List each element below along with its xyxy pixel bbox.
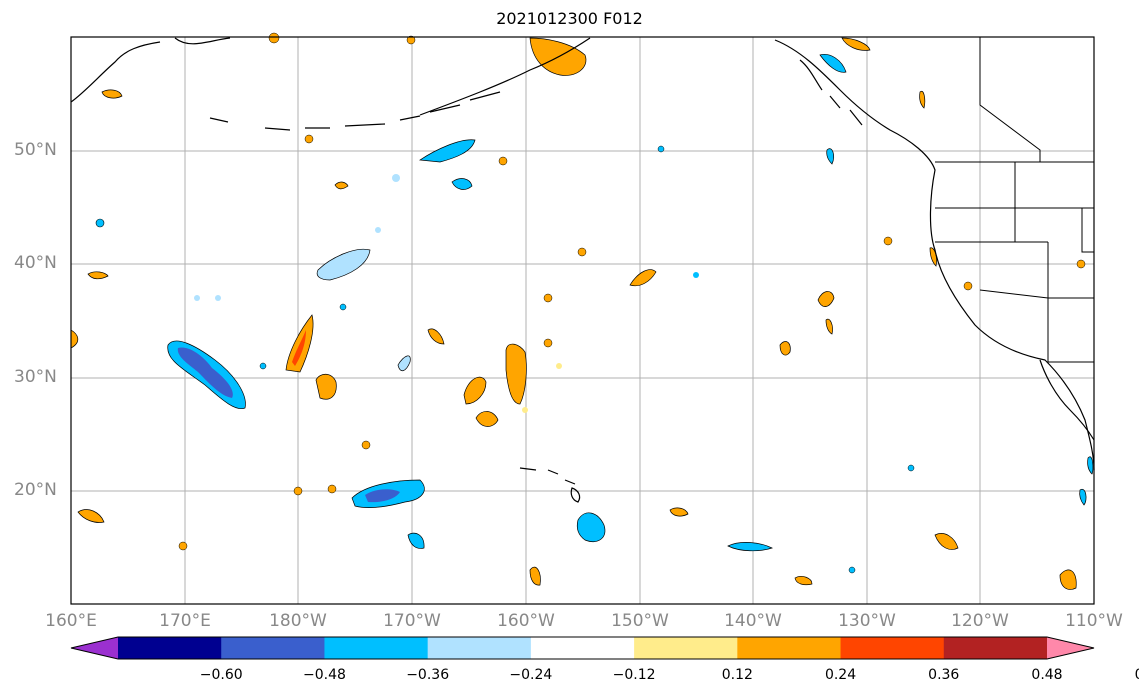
contour-pos <box>101 89 123 99</box>
contour-neg <box>407 532 425 549</box>
contour-pos <box>70 329 79 349</box>
colorbar-tick-label: 0.12 <box>721 667 753 683</box>
contour-neg <box>819 54 847 73</box>
contour-pos <box>669 507 689 517</box>
hawaii-islands <box>519 467 581 503</box>
contour-neg-core <box>365 489 400 503</box>
contour-neg <box>727 542 773 552</box>
lon-label: 130°W <box>838 611 896 631</box>
colorbar-extend-low <box>71 637 118 659</box>
contour-neg <box>418 139 476 163</box>
colorbar-extend-high <box>1047 637 1094 659</box>
aleutian-chain <box>209 91 501 131</box>
map-frame <box>70 36 1095 605</box>
contour-pos <box>817 291 835 307</box>
contour-pos <box>463 376 487 405</box>
contour-pos <box>529 566 541 586</box>
colorbar-tick-label: 0.24 <box>824 667 857 683</box>
contour-pos <box>427 328 445 345</box>
lat-label: 40°N <box>14 253 57 273</box>
lon-label: 160°W <box>497 611 555 631</box>
contour-pos-core <box>292 330 306 366</box>
colorbar-tick-label: 0.48 <box>1031 667 1063 683</box>
state-borders <box>935 37 1094 363</box>
contour-pos <box>77 509 105 523</box>
colorbar-tick-label: −0.24 <box>509 667 553 683</box>
colorbar-tick-label: −0.48 <box>302 667 346 683</box>
lon-label: 180°W <box>269 611 327 631</box>
lon-label: 110°W <box>1065 611 1123 631</box>
contour-neg <box>826 148 834 165</box>
colorbar-segment <box>530 637 635 659</box>
contour-pos <box>1059 569 1077 590</box>
coastlines <box>70 37 1095 503</box>
positive-contours <box>70 32 1086 590</box>
contour-neg-core <box>177 347 233 398</box>
colorbar-segment <box>840 637 945 659</box>
contour-pos <box>919 90 926 109</box>
lon-label: 140°W <box>724 611 782 631</box>
colorbar-segment <box>737 637 842 659</box>
lon-label: 170°E <box>159 611 211 631</box>
contour-pos <box>285 314 314 373</box>
negative-contours <box>95 54 1094 574</box>
bc-islands <box>799 59 863 126</box>
pacific-nw-coast <box>774 39 1095 471</box>
contour-pos <box>87 271 109 280</box>
contour-pos <box>794 576 813 586</box>
contour-neg <box>451 178 473 190</box>
colorbar <box>70 636 1095 660</box>
baja-coast <box>1039 359 1095 441</box>
lat-label: 20°N <box>14 480 57 500</box>
colorbar-tick-label: 0.36 <box>928 667 960 683</box>
contour-pos <box>929 247 937 267</box>
colorbar-segment <box>324 637 429 659</box>
contour-pos <box>825 318 833 335</box>
contour-neg <box>1079 488 1087 506</box>
colorbar-segment <box>427 637 532 659</box>
contour-pos <box>934 533 959 550</box>
alaska-coast <box>70 37 591 116</box>
contour-pos <box>505 343 527 405</box>
colorbar-segment <box>634 637 738 659</box>
colorbar-tick-label: −0.12 <box>612 667 656 683</box>
lon-label: 120°W <box>951 611 1009 631</box>
colorbar-outline <box>70 636 1095 660</box>
contour-pos <box>475 411 499 427</box>
lon-label: 170°W <box>383 611 441 631</box>
colorbar-segment <box>221 637 325 659</box>
lon-label: 150°W <box>611 611 669 631</box>
colorbar-tick-label: 0.60 <box>1120 667 1139 683</box>
contour-neg <box>576 512 606 542</box>
contour-neg <box>316 248 371 281</box>
lat-label: 50°N <box>14 140 57 160</box>
contour-pos <box>841 37 871 51</box>
contour-pos <box>779 341 791 356</box>
map-title: 2021012300 F012 <box>496 9 643 28</box>
contour-pos <box>315 373 337 400</box>
contour-pos <box>334 181 349 190</box>
contour-neg <box>397 355 411 371</box>
map-gridlines <box>71 37 1094 604</box>
lat-label: 30°N <box>14 367 57 387</box>
lon-label: 160°E <box>45 611 97 631</box>
colorbar-segment <box>118 637 222 659</box>
contour-pos <box>629 269 657 287</box>
colorbar-tick-label: −0.36 <box>406 667 450 683</box>
colorbar-tick-label: −0.60 <box>199 667 243 683</box>
colorbar-segment <box>943 637 1048 659</box>
borders <box>935 37 1094 363</box>
contour-neg <box>1087 456 1094 475</box>
